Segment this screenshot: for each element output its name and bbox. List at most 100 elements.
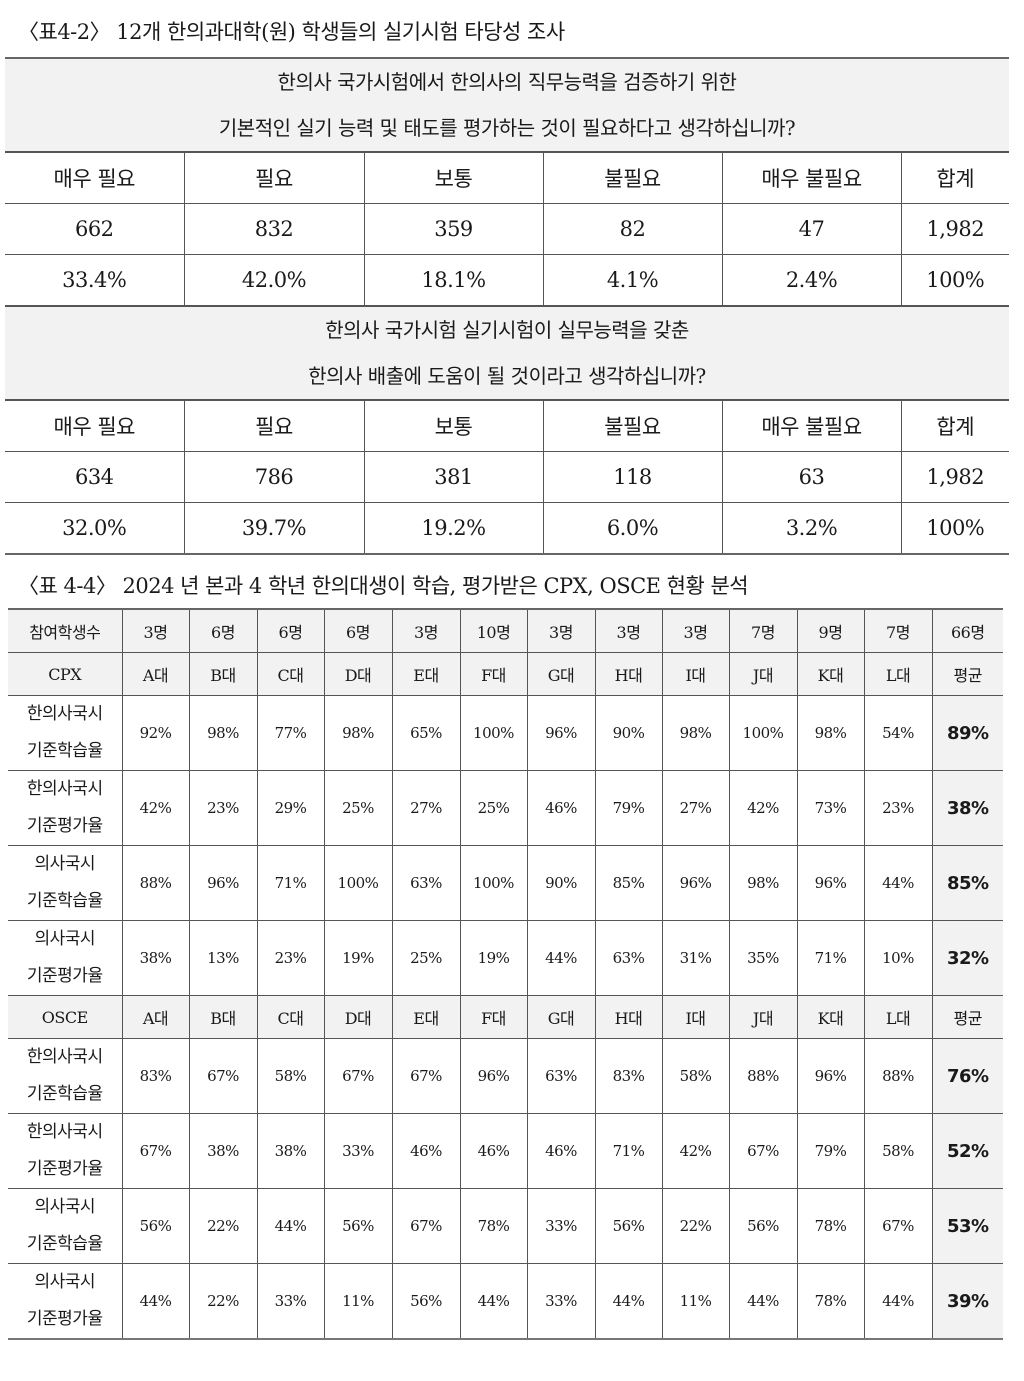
metric-label: 한의사국시 기준평가율 [8,770,123,846]
metric-value: 23% [256,920,325,996]
metric-value: 88% [121,845,190,921]
metric-value: 27% [391,770,461,846]
metric-value: 44% [863,845,933,921]
percent-cell: 2.4% [721,254,902,307]
metric-value: 88% [728,1038,798,1114]
metric-label-line-1: 의사국시 [34,1197,96,1217]
count-cell: 1,982 [900,451,1009,503]
participant-count: 3명 [661,608,730,653]
metric-value: 54% [863,695,933,771]
metric-value: 67% [863,1188,933,1264]
metric-value: 67% [323,1038,393,1114]
metric-value: 44% [594,1263,663,1340]
metric-value: 98% [188,695,258,771]
school-header: 평균 [931,995,1003,1039]
count-cell: 832 [183,203,365,255]
metric-value: 38% [256,1113,325,1189]
metric-value: 63% [526,1038,596,1114]
metric-value: 33% [526,1188,596,1264]
metric-label-line-2: 기준평가율 [26,816,103,836]
metric-value: 90% [594,695,663,771]
section-name: CPX [8,652,123,696]
metric-label-line-2: 기준학습율 [26,1084,103,1104]
metric-value: 83% [594,1038,663,1114]
metric-value: 92% [121,695,190,771]
school-header: H대 [594,995,663,1039]
school-header: I대 [661,652,730,696]
metric-average: 38% [931,770,1003,846]
metric-value: 22% [188,1188,258,1264]
participant-count: 3명 [526,608,596,653]
metric-value: 42% [661,1113,730,1189]
metric-label: 한의사국시 기준평가율 [8,1113,123,1189]
metric-value: 44% [526,920,596,996]
metric-value: 85% [594,845,663,921]
column-header-row: 매우 필요 필요 보통 불필요 매우 불필요 합계 [5,151,1009,204]
school-header: C대 [256,995,325,1039]
metric-value: 19% [323,920,393,996]
metric-value: 88% [863,1038,933,1114]
participants-label: 참여학생수 [8,608,123,653]
metric-value: 56% [391,1263,461,1340]
metric-value: 77% [256,695,325,771]
metric-label-line-2: 기준평가율 [26,966,103,986]
school-header: B대 [188,652,258,696]
metric-value: 56% [323,1188,393,1264]
metric-row: 한의사국시 기준평가율 42% 23% 29% 25% 27% 25% 46% 79% 27% 42%… [8,770,1003,846]
metric-value: 98% [728,845,798,921]
metric-label-line-1: 한의사국시 [26,704,103,724]
metric-label: 한의사국시 기준학습율 [8,695,123,771]
school-header: L대 [863,652,933,696]
metric-label-line-2: 기준평가율 [26,1309,103,1329]
column-header: 합계 [900,399,1009,452]
metric-label-line-2: 기준학습율 [26,1234,103,1254]
metric-value: 46% [526,1113,596,1189]
column-header: 불필요 [542,151,723,204]
column-header: 보통 [363,151,544,204]
question-cell: 한의사 국가시험에서 한의사의 직무능력을 검증하기 위한 기본적인 실기 능력 … [5,57,1009,153]
metric-value: 46% [459,1113,528,1189]
metric-value: 42% [728,770,798,846]
percent-cell: 6.0% [542,502,723,555]
metric-label-line-2: 기준학습율 [26,891,103,911]
metric-value: 22% [188,1263,258,1340]
metric-value: 42% [121,770,190,846]
participant-count: 3명 [391,608,461,653]
metric-value: 67% [728,1113,798,1189]
metric-label: 한의사국시 기준학습율 [8,1038,123,1114]
metric-label-line-1: 한의사국시 [26,1122,103,1142]
metric-value: 67% [121,1113,190,1189]
metric-value: 98% [796,695,865,771]
metric-value: 79% [796,1113,865,1189]
metric-value: 46% [526,770,596,846]
school-header: I대 [661,995,730,1039]
school-header: D대 [323,652,393,696]
metric-value: 11% [661,1263,730,1340]
count-cell: 1,982 [900,203,1009,255]
percent-row: 33.4% 42.0% 18.1% 4.1% 2.4% 100% [5,254,1009,307]
participant-count: 3명 [121,608,190,653]
metric-value: 25% [391,920,461,996]
count-cell: 634 [5,451,185,503]
percent-cell: 18.1% [363,254,544,307]
metric-value: 13% [188,920,258,996]
metric-row: 의사국시 기준평가율 44% 22% 33% 11% 56% 44% 33% 44% 11% 44% 7… [8,1263,1003,1340]
participant-count: 6명 [323,608,393,653]
participant-count: 7명 [728,608,798,653]
metric-value: 100% [459,845,528,921]
school-header: K대 [796,652,865,696]
metric-value: 10% [863,920,933,996]
metric-label-line-1: 의사국시 [34,1272,96,1292]
percent-cell: 100% [900,502,1009,555]
metric-value: 38% [188,1113,258,1189]
metric-value: 44% [121,1263,190,1340]
metric-value: 56% [121,1188,190,1264]
participant-count: 3명 [594,608,663,653]
survey-table: 한의사 국가시험에서 한의사의 직무능력을 검증하기 위한 기본적인 실기 능력 … [5,57,1009,555]
metric-value: 58% [863,1113,933,1189]
metric-average: 85% [931,845,1003,921]
metric-value: 67% [391,1038,461,1114]
school-header: H대 [594,652,663,696]
column-header-row: 매우 필요 필요 보통 불필요 매우 불필요 합계 [5,399,1009,452]
